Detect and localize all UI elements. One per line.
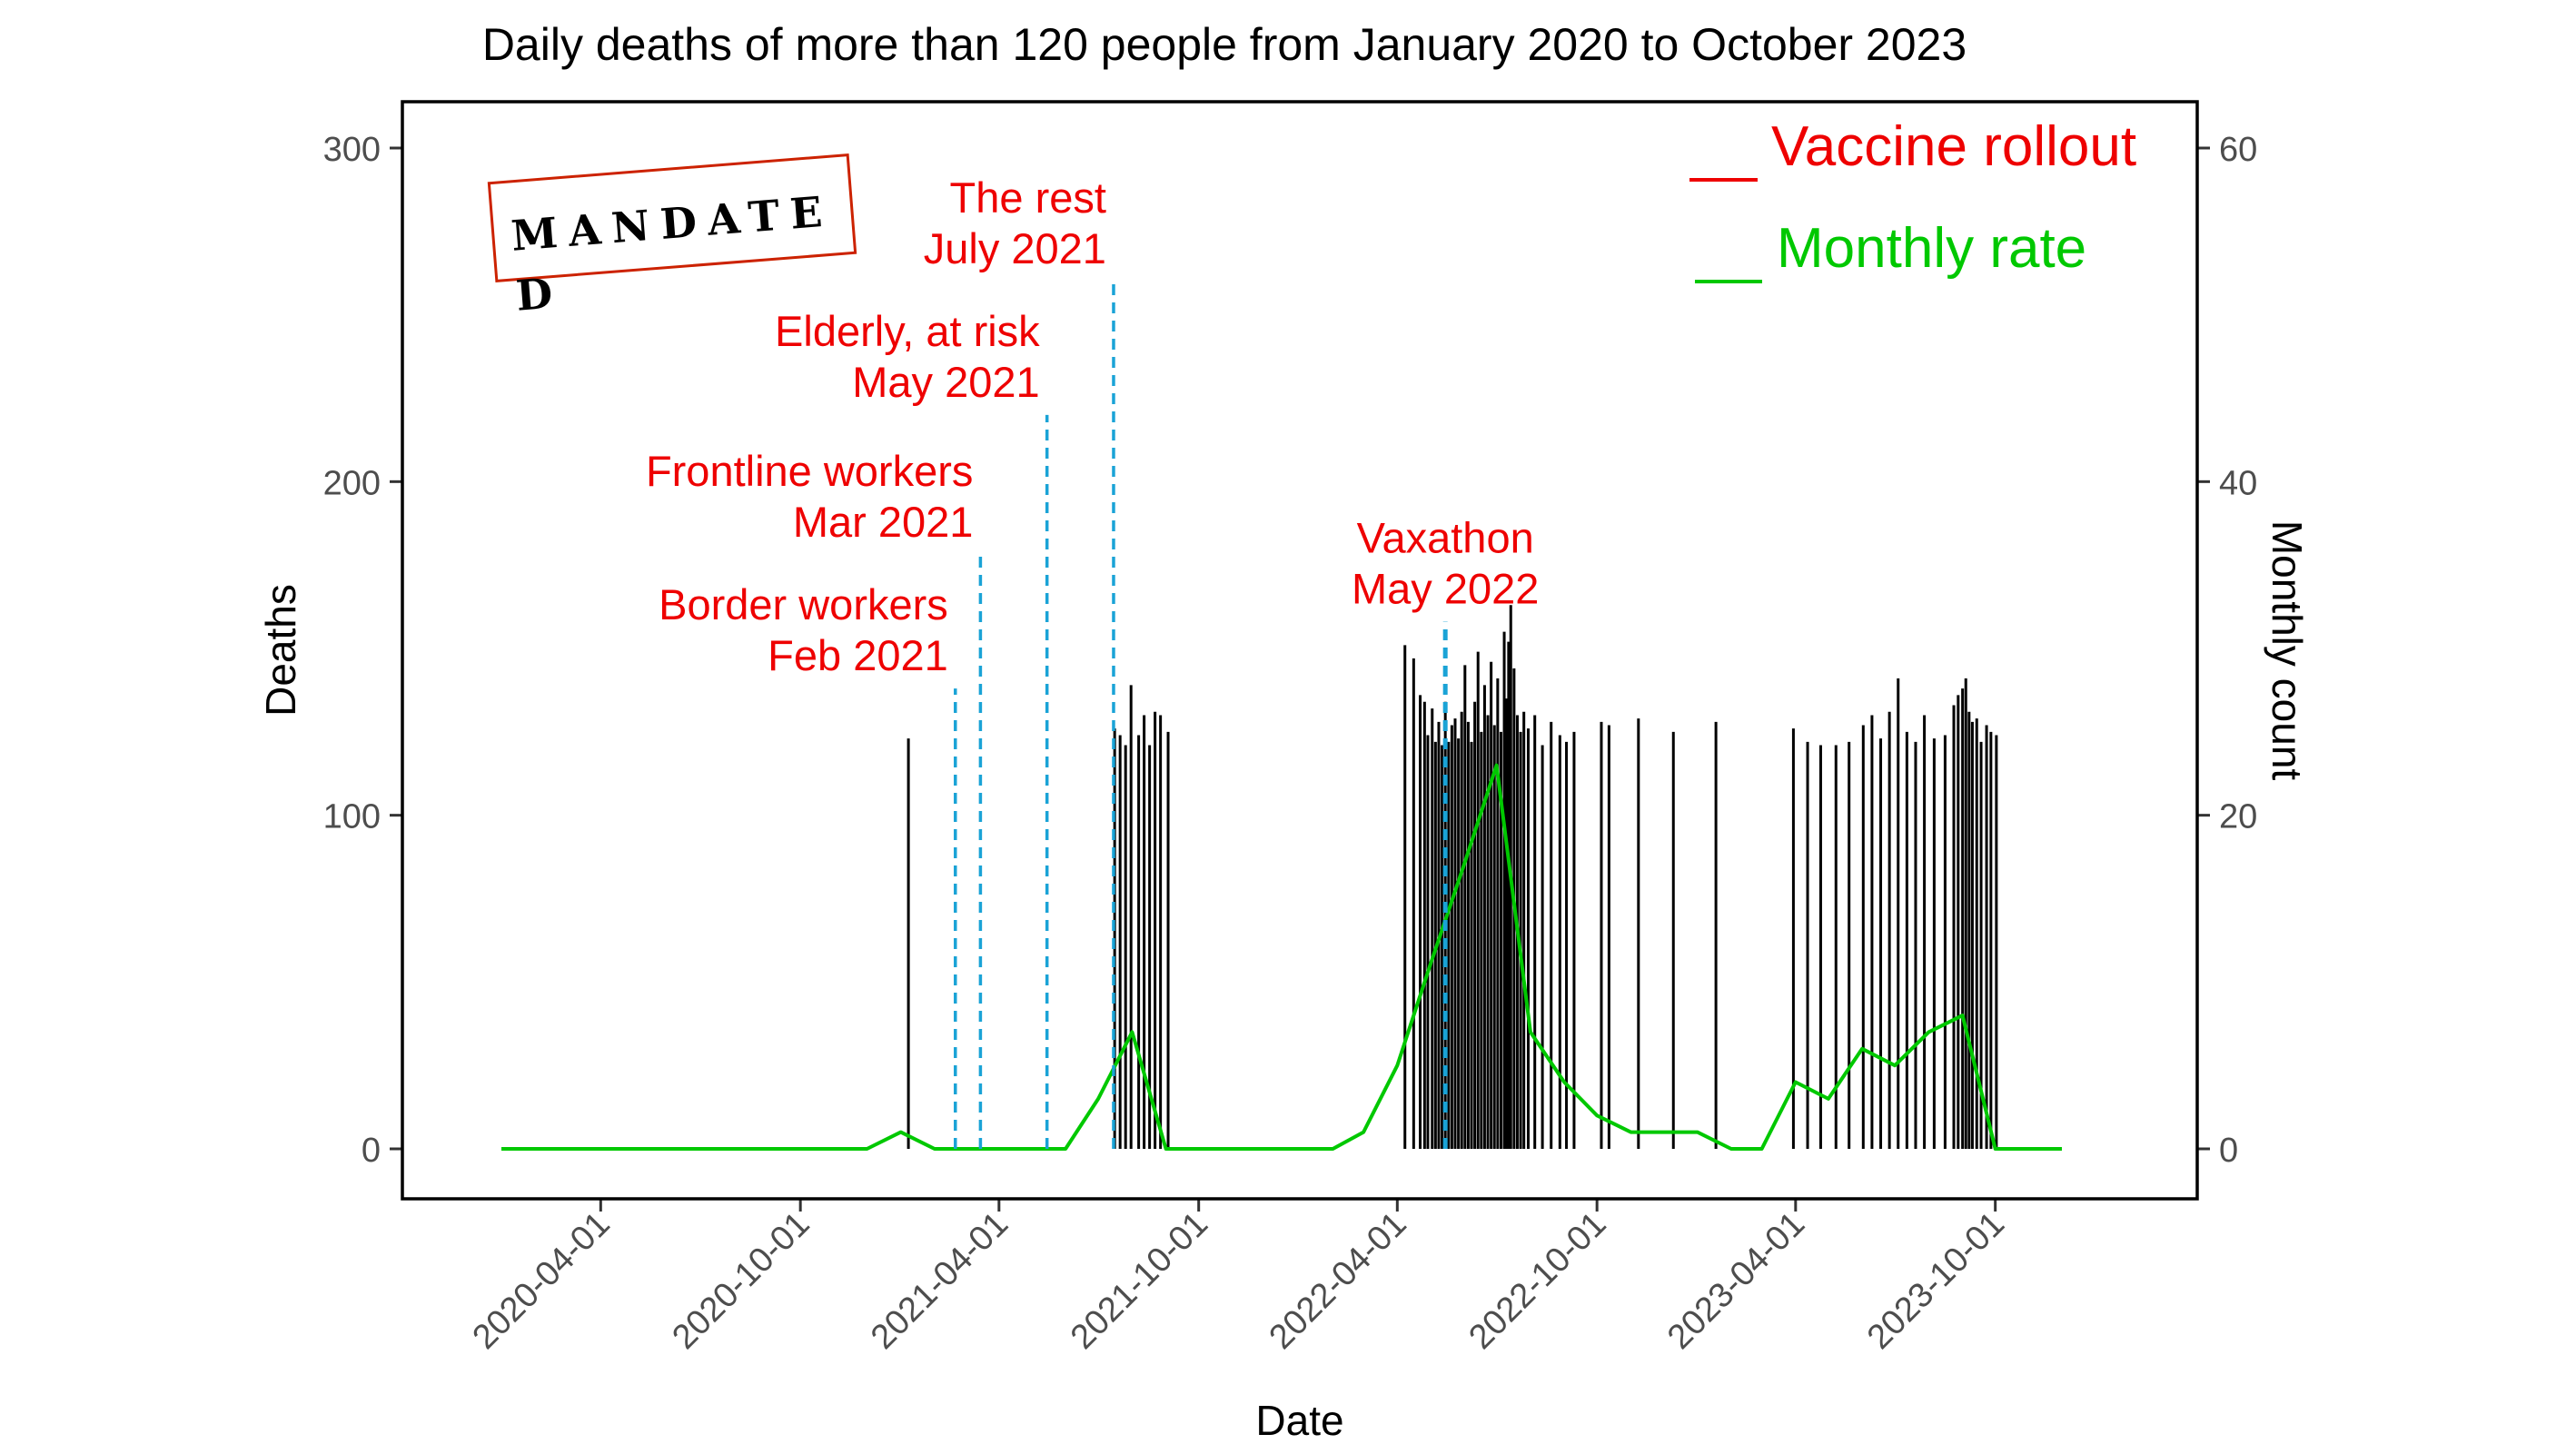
y2-tick-label-3: 60	[2219, 131, 2257, 169]
monthly-rate-line	[501, 763, 2062, 1151]
stamp-text-line2: D	[514, 269, 554, 321]
rollout-label-3: The rest	[950, 173, 1106, 222]
rollout-label-2: Elderly, at risk	[775, 307, 1040, 355]
y-tick-label-3: 300	[323, 131, 381, 169]
plot-panel-border	[401, 100, 2199, 1201]
monthly-rate-series	[501, 763, 2062, 1151]
y-axis-right: 0 20 40 60	[2197, 131, 2257, 1170]
daily-deaths-bars	[907, 605, 1998, 1149]
y-tick-label-0: 0	[362, 1132, 381, 1170]
legend-label-vaccine-rollout: Vaccine rollout	[1771, 115, 2136, 178]
stamp-border	[487, 153, 857, 282]
y2-axis-label: Monthly count	[2264, 520, 2311, 781]
rollout-label-0: Border workers	[659, 580, 948, 628]
y-axis-label: Deaths	[257, 584, 304, 717]
rollout-label-1: Frontline workers	[646, 447, 973, 495]
y-tick-label-1: 100	[323, 798, 381, 836]
y2-tick-label-0: 0	[2219, 1132, 2238, 1170]
rollout-date-2: May 2021	[852, 358, 1039, 406]
rollout-date-4: May 2022	[1352, 565, 1539, 613]
y-axis-left: 0 100 200 300	[323, 131, 402, 1170]
x-axis-label: Date	[1255, 1397, 1343, 1444]
chart-title: Daily deaths of more than 120 people fro…	[482, 19, 1967, 70]
rollout-date-0: Feb 2021	[768, 631, 948, 679]
rollout-label-4: Vaxathon	[1357, 514, 1534, 562]
y-tick-label-2: 200	[323, 464, 381, 502]
rollout-date-1: Mar 2021	[793, 498, 974, 546]
legend-label-monthly-rate: Monthly rate	[1777, 217, 2086, 280]
legend: Vaccine rollout Monthly rate	[1689, 115, 2136, 283]
y2-tick-label-2: 40	[2219, 464, 2257, 502]
y2-tick-label-1: 20	[2219, 798, 2257, 836]
rollout-date-3: July 2021	[924, 224, 1106, 272]
